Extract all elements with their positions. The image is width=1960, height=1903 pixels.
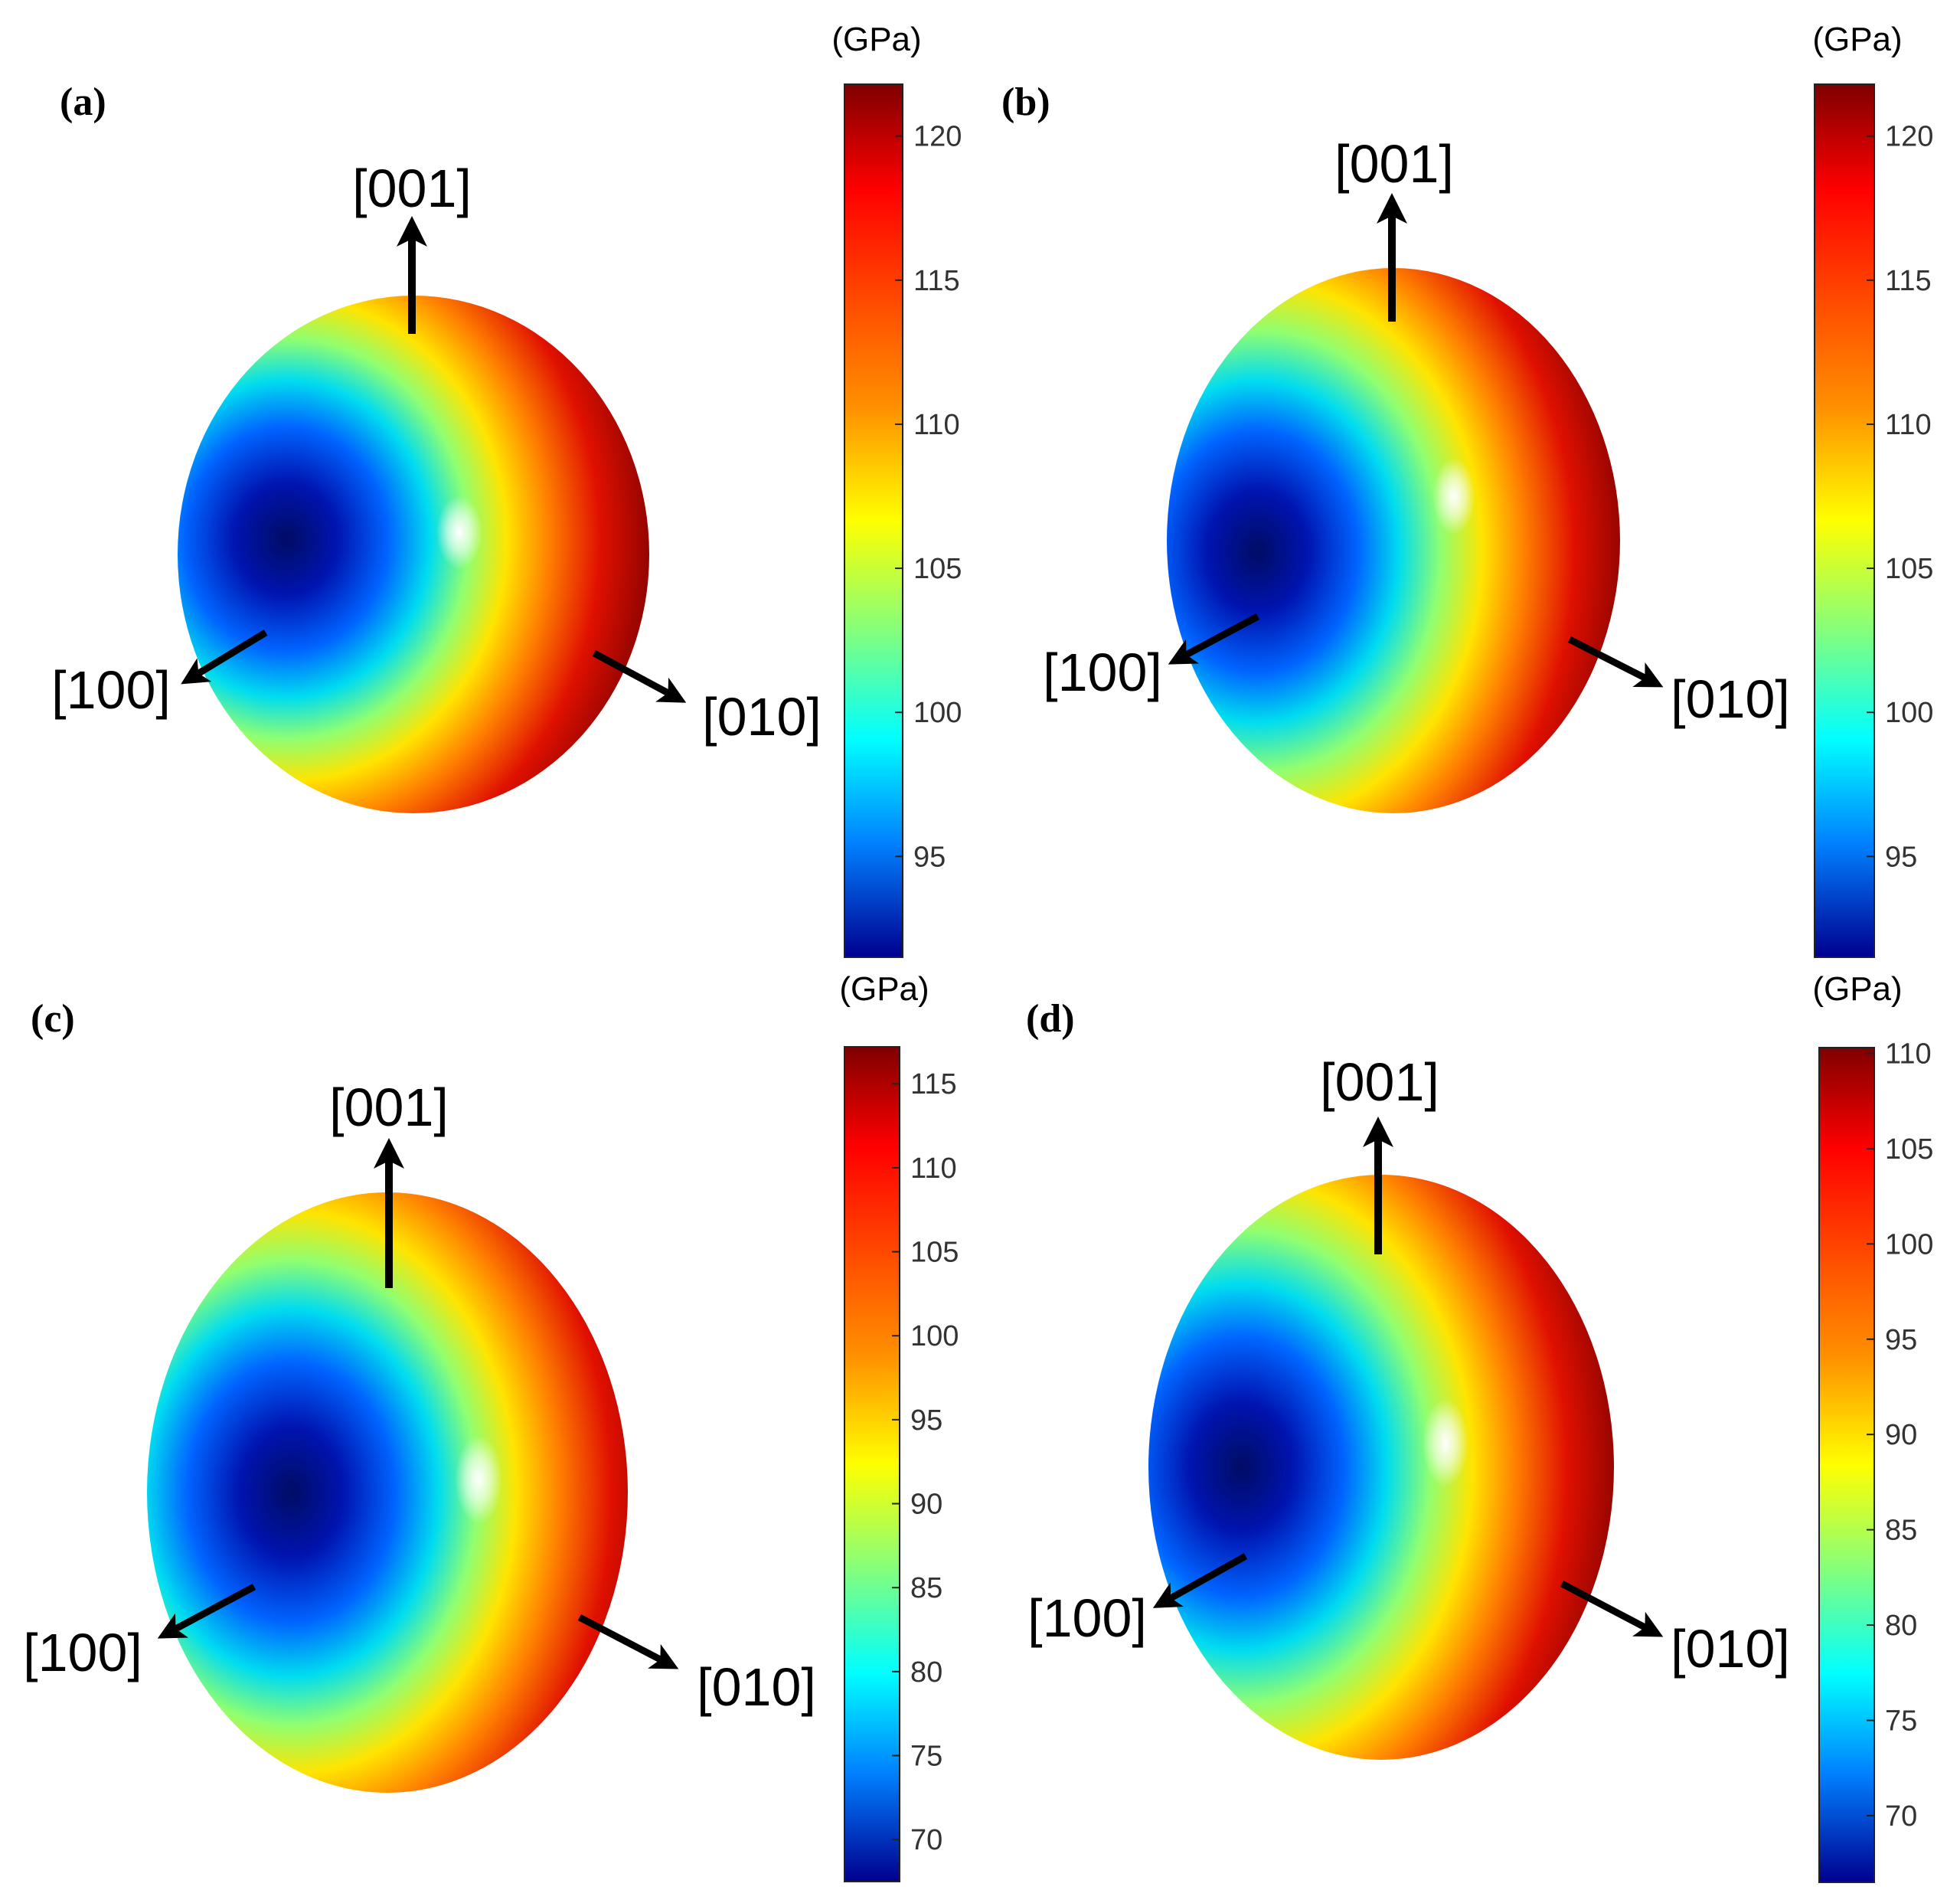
colorbar-tick-label: 100	[913, 697, 962, 729]
modulus-surface	[1167, 268, 1620, 813]
axis-100-arrow	[1152, 1553, 1248, 1608]
axis-100-label: [100]	[23, 1623, 142, 1682]
colorbar-tick-label: 115	[910, 1068, 957, 1100]
panel-label: (a)	[60, 80, 106, 124]
axis-010-label: [010]	[702, 687, 822, 747]
specular-highlight	[1423, 1398, 1468, 1487]
axis-010-label: [010]	[1671, 669, 1790, 729]
colorbar-tick-label: 70	[910, 1824, 942, 1856]
specular-highlight	[455, 1435, 502, 1524]
panel-a-svg: (a) [001] [100] [010] (GPa) 120 115 110 105…	[51, 21, 962, 958]
colorbar-unit: (GPa)	[1812, 21, 1902, 58]
modulus-surface	[147, 1192, 628, 1793]
axis-100-label: [100]	[1043, 643, 1162, 702]
colorbar-tick-label: 95	[1885, 841, 1917, 873]
colorbar-ticks: 120 115 110 105 100 95	[1867, 121, 1933, 873]
axis-010-arrow	[1567, 636, 1664, 688]
axis-100-arrow	[1168, 613, 1260, 665]
colorbar-tick-label: 100	[910, 1320, 959, 1352]
colorbar-tick-label: 80	[910, 1656, 942, 1689]
panel-label: (b)	[1001, 80, 1050, 124]
modulus-surface	[178, 296, 649, 813]
axis-001-label: [001]	[352, 159, 472, 218]
colorbar-ticks: 115 110 105 100 95 90 85 80 75 70	[892, 1068, 959, 1856]
colorbar-tick-label: 90	[910, 1489, 942, 1521]
axis-010-arrow	[577, 1614, 679, 1669]
colorbar-unit: (GPa)	[831, 21, 921, 58]
axis-001-label: [001]	[329, 1077, 449, 1137]
axis-100-label: [100]	[1027, 1588, 1147, 1648]
axis-010-label: [010]	[1671, 1619, 1790, 1679]
colorbar-tick-label: 75	[1885, 1705, 1917, 1737]
specular-highlight	[1432, 458, 1475, 535]
colorbar-unit: (GPa)	[1812, 970, 1902, 1008]
colorbar	[844, 1046, 900, 1882]
colorbar-tick-label: 75	[910, 1741, 942, 1773]
panel-d-svg: (d) [001] [100] [010] (GPa) 110 105 100 95 9…	[1026, 970, 1933, 1883]
colorbar-tick-label: 100	[1885, 1228, 1933, 1260]
colorbar-tick-label: 110	[1885, 409, 1932, 441]
modulus-surface	[1148, 1175, 1614, 1760]
colorbar	[1814, 83, 1875, 958]
axis-010-arrow	[592, 650, 687, 703]
colorbar-tick-label: 105	[910, 1237, 959, 1269]
colorbar-tick-label: 110	[1885, 1038, 1932, 1070]
colorbar-tick-label: 95	[910, 1404, 942, 1437]
colorbar-tick-label: 85	[910, 1572, 942, 1604]
colorbar	[1818, 1047, 1875, 1883]
panel-b-svg: (b) [001] [100] [010] (GPa) 120 115 110 105…	[1001, 21, 1933, 958]
axis-010-arrow	[1560, 1581, 1664, 1637]
colorbar-tick-label: 90	[1885, 1419, 1917, 1451]
axis-100-arrow	[181, 629, 268, 685]
axis-001-label: [001]	[1334, 134, 1454, 194]
axis-100-arrow	[157, 1584, 256, 1639]
axis-010-label: [010]	[697, 1657, 816, 1717]
panel-c-svg: (c) [001] [100] [010] (GPa) 115 110 105 100…	[23, 970, 959, 1882]
colorbar-tick-label: 95	[913, 841, 946, 873]
panel-a: (a) [001] [100] [010] (GPa) 120 115 110 105…	[0, 0, 980, 958]
colorbar-tick-label: 70	[1885, 1800, 1917, 1833]
colorbar-tick-label: 100	[1885, 697, 1933, 729]
colorbar-tick-label: 105	[1885, 1133, 1933, 1166]
panel-label: (d)	[1026, 997, 1075, 1041]
colorbar-tick-label: 110	[913, 409, 960, 441]
panel-label: (c)	[31, 997, 75, 1041]
axis-001-label: [001]	[1320, 1052, 1439, 1112]
colorbar-unit: (GPa)	[839, 970, 929, 1008]
colorbar-tick-label: 95	[1885, 1324, 1917, 1356]
colorbar-tick-label: 105	[1885, 553, 1933, 585]
colorbar-tick-label: 105	[913, 553, 962, 585]
specular-highlight	[436, 495, 482, 569]
colorbar-ticks: 110 105 100 95 90 85 80 75 70	[1867, 1038, 1933, 1833]
colorbar-tick-label: 85	[1885, 1515, 1917, 1547]
colorbar-tick-label: 120	[1885, 121, 1933, 153]
colorbar	[844, 83, 903, 958]
colorbar-ticks: 120 115 110 105 100 95	[895, 121, 962, 873]
colorbar-tick-label: 120	[913, 121, 962, 153]
axis-100-label: [100]	[51, 660, 171, 720]
panel-b: (b) [001] [100] [010] (GPa) 120 115 110 105…	[980, 0, 1960, 958]
colorbar-tick-label: 80	[1885, 1610, 1917, 1642]
colorbar-tick-label: 115	[913, 265, 960, 297]
panel-c: (c) [001] [100] [010] (GPa) 115 110 105 100…	[0, 951, 980, 1902]
panel-d: (d) [001] [100] [010] (GPa) 110 105 100 95 9…	[980, 951, 1960, 1902]
colorbar-tick-label: 110	[910, 1153, 957, 1185]
colorbar-tick-label: 115	[1885, 265, 1932, 297]
